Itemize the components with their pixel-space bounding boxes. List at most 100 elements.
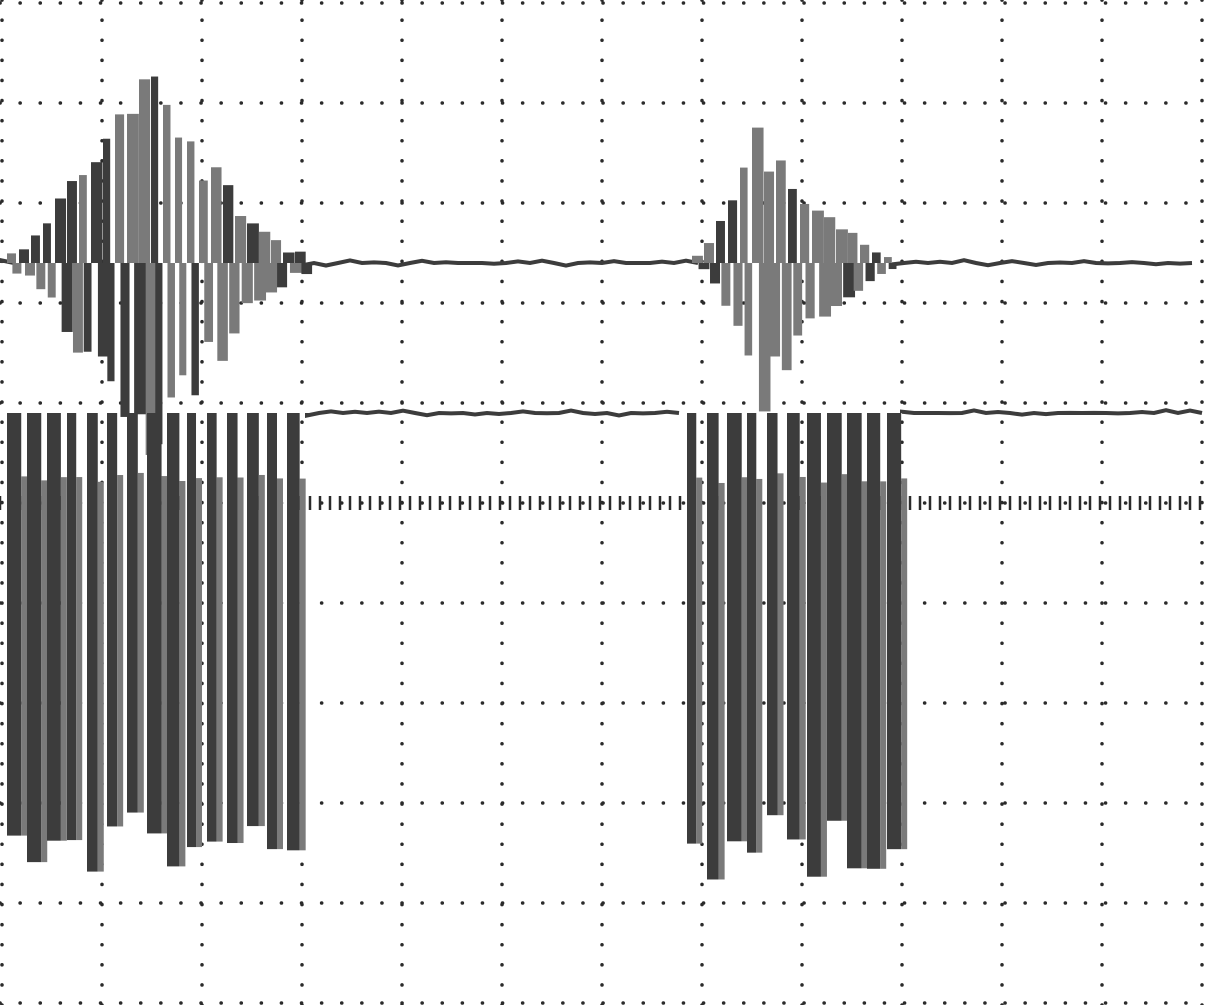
trace-upper-burst-bar (301, 263, 313, 275)
trace-lower-pulse-shade (718, 482, 725, 880)
trace-lower-pulse (47, 413, 61, 841)
trace-upper-burst-bar (67, 181, 77, 263)
trace-lower-pulse (747, 413, 757, 853)
trace-lower-pulse-shade (196, 478, 203, 848)
trace-upper-burst-bar (241, 263, 253, 304)
trace-upper-burst-bar (139, 79, 151, 263)
trace-upper-burst-bar (848, 232, 858, 263)
trace-upper-burst-bar (843, 263, 856, 298)
trace-upper-burst-bar (805, 263, 815, 319)
trace-upper-burst-bar (12, 263, 22, 274)
trace-upper-burst-bar (289, 263, 302, 273)
trace-upper-burst-bar (151, 76, 159, 264)
trace-upper-burst-bar (163, 104, 171, 263)
trace-upper-burst-bar (265, 263, 278, 293)
trace-upper-burst-bar (704, 243, 715, 263)
trace-upper-burst-bar (204, 263, 214, 342)
trace-upper-signal (0, 76, 1193, 455)
trace-upper-burst-bar (254, 263, 267, 301)
trace-upper-burst-bar (733, 263, 743, 326)
trace-upper-burst-bar (199, 180, 208, 263)
trace-lower-pulse (87, 413, 98, 872)
trace-upper-baseline (300, 258, 699, 268)
trace-upper-burst-bar (888, 263, 897, 270)
trace-lower-pulse (187, 413, 197, 848)
trace-upper-burst-bar (781, 263, 792, 371)
trace-lower-pulse (147, 413, 162, 834)
trace-upper-burst-bar (79, 175, 87, 263)
trace-lower-pulse (107, 413, 118, 827)
trace-upper-burst-bar (836, 229, 848, 263)
trace-upper-burst-bar (97, 263, 110, 357)
trace-upper-burst-bar (120, 263, 130, 417)
trace-upper-burst-bar (103, 138, 111, 263)
trace-upper-burst-bar (145, 263, 157, 455)
trace-lower-pulse-shade (756, 478, 763, 853)
trace-upper-baseline (890, 258, 1193, 268)
trace-lower-pulse-shade (741, 477, 748, 842)
trace-lower-pulse-shade (880, 481, 887, 869)
trace-upper-burst-bar (758, 263, 771, 412)
trace-upper-burst-bar (191, 263, 199, 396)
trace-upper-burst-bar (211, 167, 222, 263)
trace-upper-burst-bar (295, 251, 306, 263)
trace-lower-pulse (127, 413, 138, 813)
trace-lower-pulse-shade (276, 478, 283, 850)
trace-upper-burst-bar (217, 263, 228, 361)
trace-lower-pulse-shade (696, 477, 703, 844)
trace-upper-burst-bar (7, 253, 17, 263)
trace-upper-burst-bar (91, 162, 103, 263)
trace-upper-burst-bar (127, 113, 139, 263)
trace-upper-burst-bar (776, 160, 786, 263)
trace-upper-burst-bar (872, 252, 881, 263)
trace-lower-pulse-shade (161, 476, 168, 834)
trace-upper-burst-bar (223, 185, 234, 263)
trace-upper-burst-bar (24, 263, 35, 276)
trace-upper-burst-bar (865, 263, 875, 282)
trace-upper-burst-bar (824, 217, 836, 263)
trace-lower-pulse (267, 413, 277, 850)
trace-lower-pulse-shade (299, 478, 306, 851)
trace-lower-pulse-shade (861, 481, 868, 869)
trace-lower-pulse (167, 413, 180, 867)
trace-upper-burst-bar (155, 263, 163, 445)
trace-upper-burst-bar (55, 198, 67, 263)
trace-lower-baseline (305, 408, 680, 418)
trace-upper-burst-bar (698, 263, 710, 270)
trace-upper-burst-bar (884, 257, 892, 263)
trace-upper-burst-bar (175, 137, 183, 263)
trace-lower-pulse-shade (820, 482, 827, 877)
trace-upper-burst-bar (36, 263, 46, 290)
trace-lower-pulse (867, 413, 881, 869)
trace-lower-pulse-shade (237, 477, 244, 844)
trace-lower-pulse-shade (117, 475, 124, 827)
trace-upper-burst-bar (744, 263, 753, 356)
trace-upper-burst-bar (271, 240, 282, 263)
trace-upper-burst-bar (187, 141, 195, 263)
trace-lower-pulse-shade (137, 472, 144, 813)
trace-upper-burst-bar (47, 263, 56, 298)
trace-upper-burst-bar (179, 263, 187, 376)
trace-upper-burst-bar (764, 171, 775, 263)
trace-upper-burst-bar (277, 263, 288, 288)
trace-upper-burst-bar (728, 200, 738, 263)
trace-lower-pulse (767, 413, 778, 816)
trace-upper-burst-bar (43, 223, 51, 263)
trace-lower-pulse (687, 413, 697, 844)
trace-upper-burst-bar (853, 263, 864, 291)
trace-lower-pulse-shade (97, 481, 104, 872)
trace-upper-burst-bar (115, 114, 125, 263)
trace-upper-burst-bar (740, 167, 748, 263)
trace-lower-pulse (707, 413, 719, 880)
trace-lower-pulse-shade (799, 476, 806, 840)
trace-upper-burst-bar (770, 263, 781, 357)
trace-lower-pulse-shade (841, 474, 848, 821)
trace-upper-burst-bar (819, 263, 832, 317)
trace-upper-burst-bar (793, 263, 803, 336)
trace-upper-burst-bar (283, 252, 295, 263)
trace-upper-burst-bar (259, 231, 271, 263)
trace-lower-pulse (287, 413, 300, 851)
trace-lower-pulse-shade (60, 477, 67, 841)
